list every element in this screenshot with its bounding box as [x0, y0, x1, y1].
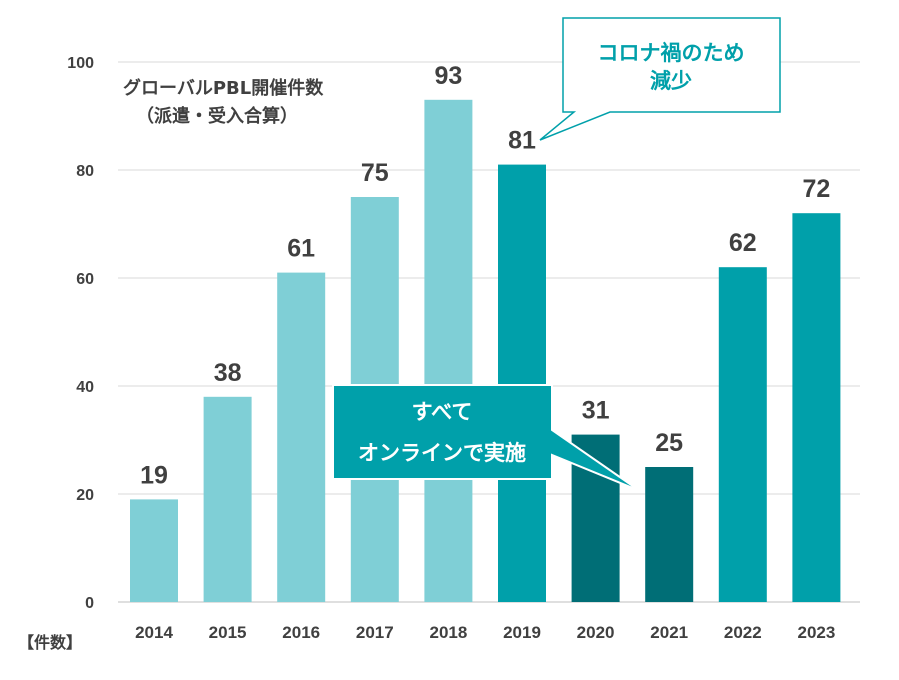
data-label-2015: 38: [214, 359, 242, 387]
callout-online: すべて オンラインで実施: [332, 384, 641, 492]
bar-2022: [718, 267, 767, 602]
data-label-2021: 25: [655, 429, 683, 457]
x-tick-label-2014: 2014: [135, 623, 173, 642]
callout-online-shape: [332, 384, 641, 492]
callout-online-line-2: オンラインで実施: [358, 441, 526, 465]
x-tick-label-2020: 2020: [577, 623, 615, 642]
chart-title-line-1: グローバルPBL開催件数: [123, 77, 324, 99]
y-tick-label: 20: [76, 487, 94, 504]
chart-title-line-2: （派遣・受入合算）: [136, 105, 298, 127]
y-tick-label: 60: [76, 271, 94, 288]
data-label-2017: 75: [361, 159, 389, 187]
callout-covid-decrease: コロナ禍のため 減少: [539, 17, 781, 141]
y-tick-label: 0: [85, 595, 94, 612]
data-labels: 19 38 61 75 93 81 31 25 62 72: [140, 62, 830, 490]
x-tick-label-2019: 2019: [503, 623, 541, 642]
data-label-2018: 93: [434, 62, 462, 90]
callout-online-line-1: すべて: [412, 400, 473, 424]
callout-covid-shape: [539, 17, 781, 141]
data-label-2019: 81: [508, 127, 536, 155]
data-label-2014: 19: [140, 461, 168, 489]
x-tick-label-2018: 2018: [429, 623, 467, 642]
data-label-2016: 61: [287, 235, 315, 263]
y-axis-ticks: 0 20 40 60 80 100: [67, 55, 94, 612]
bar-2019: [498, 164, 546, 602]
callout-covid-line-1: コロナ禍のため: [598, 41, 745, 65]
data-label-2022: 62: [729, 229, 757, 257]
x-tick-label-2017: 2017: [356, 623, 394, 642]
x-tick-label-2022: 2022: [724, 623, 762, 642]
y-tick-label: 80: [76, 163, 94, 180]
y-tick-label: 40: [76, 379, 94, 396]
bar-2021: [645, 467, 694, 602]
x-tick-label-2015: 2015: [209, 623, 247, 642]
data-label-2020: 31: [582, 397, 610, 425]
x-tick-label-2016: 2016: [282, 623, 320, 642]
y-axis-unit-label: 【件数】: [18, 633, 82, 652]
bar-2023: [792, 213, 841, 602]
bar-2015: [203, 396, 252, 602]
x-axis-ticks: 2014 2015 2016 2017 2018 2019 2020 2021 2022 2023: [135, 623, 835, 642]
bar-2018: [424, 99, 473, 603]
x-tick-label-2023: 2023: [797, 623, 835, 642]
data-label-2023: 72: [802, 175, 830, 203]
x-tick-label-2021: 2021: [650, 623, 688, 642]
bar-2016: [277, 272, 326, 602]
callout-covid-line-2: 減少: [650, 69, 692, 93]
bars: [130, 99, 841, 603]
y-tick-label: 100: [67, 55, 94, 72]
bar-2014: [130, 499, 178, 602]
